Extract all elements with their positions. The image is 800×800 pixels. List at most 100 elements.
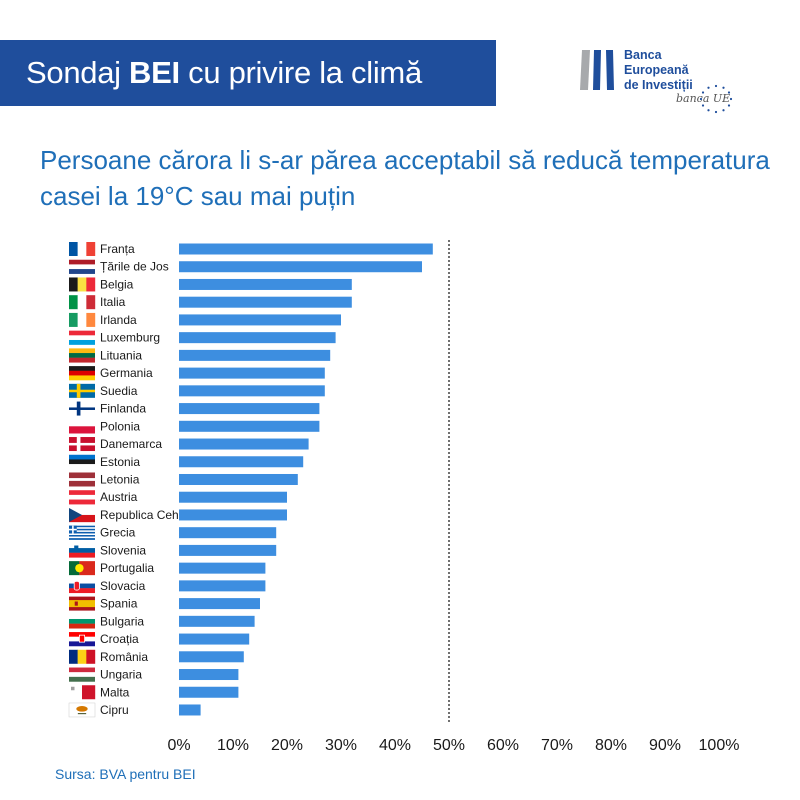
flag-france-icon [69,242,96,256]
category-label: Croația [100,632,139,646]
flag-denmark-icon [69,437,95,452]
flag-romania-icon [69,649,96,664]
bar [179,385,325,397]
category-label: Danemarca [100,437,162,451]
flag-netherlands-icon [69,259,95,274]
category-label: Polonia [100,419,140,433]
x-tick-label: 60% [487,737,519,754]
eu-stars-icon [699,84,733,114]
flag-cyprus-icon [68,702,96,718]
chart-row: Ungaria [69,667,239,682]
flag-italy-icon [69,295,96,310]
chart-row: Suedia [69,383,325,398]
flag-czech-republic-icon [69,507,95,523]
flag-lithuania-icon [69,348,95,363]
category-label: Austria [100,490,138,504]
chart-row: Portugalia [69,561,266,576]
flag-sweden-icon [69,383,95,398]
chart-row: Grecia [69,525,277,540]
chart-row: Irlanda [69,312,341,327]
category-label: Luxemburg [100,331,160,345]
flag-finland-icon [69,401,95,416]
page-title: Sondaj BEI cu privire la climă [26,55,422,90]
bar [179,615,255,627]
x-tick-label: 30% [325,737,357,754]
bar [179,438,309,450]
bar [179,580,266,592]
category-label: Italia [100,295,126,309]
chart-row: Republica Cehă [69,507,287,523]
chart-row: Slovacia [69,578,266,594]
category-label: Letonia [100,472,140,486]
flag-slovenia-icon [69,543,95,558]
chart-row: Polonia [69,419,320,434]
x-tick-label: 40% [379,737,411,754]
chart-row: Letonia [69,472,298,487]
category-label: Malta [100,685,130,699]
chart-row: Cipru [68,702,201,718]
category-label: Ungaria [100,668,142,682]
category-label: Spania [100,597,138,611]
bar [179,598,260,610]
bar [179,686,239,698]
category-label: Irlanda [100,313,137,327]
bar [179,314,341,326]
eib-logo-icon [580,50,614,90]
chart-row: Estonia [69,454,304,469]
category-label: Estonia [100,455,140,469]
flag-latvia-icon [69,472,95,487]
category-label: Suedia [100,384,138,398]
bar [179,473,298,485]
flag-ireland-icon [69,312,96,327]
bar [179,349,331,361]
chart-row: Germania [69,366,325,381]
chart-row: România [69,649,244,664]
bar [179,562,266,574]
x-tick-label: 0% [167,737,190,754]
bar [179,527,277,539]
bar [179,278,352,290]
bar [179,633,250,645]
bar [179,243,433,255]
x-tick-label: 10% [217,737,249,754]
flag-greece-icon [69,525,95,540]
bar [179,261,422,273]
bar [179,669,239,681]
x-tick-label: 20% [271,737,303,754]
flag-spain-icon [69,596,95,611]
bar [179,544,277,556]
chart-row: Danemarca [69,437,309,452]
bar [179,332,336,344]
flag-portugal-icon [69,561,95,576]
chart-row: Bulgaria [69,614,255,629]
flag-hungary-icon [69,667,95,682]
chart-row: Spania [69,596,260,611]
x-tick-label: 50% [433,737,465,754]
flag-poland-icon [69,419,95,434]
chart-row: Slovenia [69,543,277,558]
chart-row: Franța [69,242,433,256]
category-label: Grecia [100,526,136,540]
x-tick-label: 70% [541,737,573,754]
flag-estonia-icon [69,454,95,469]
chart-row: Lituania [69,348,331,363]
flag-malta-icon [69,685,96,700]
bar [179,403,320,415]
bar [179,296,352,308]
category-label: Portugalia [100,561,154,575]
bar [179,367,325,379]
category-label: Finlanda [100,402,146,416]
flag-bulgaria-icon [69,614,95,629]
category-label: Țările de Jos [100,260,169,274]
chart-row: Finlanda [69,401,320,416]
bar [179,651,244,663]
chart-row: Malta [69,685,239,700]
flag-austria-icon [69,490,95,505]
flag-luxembourg-icon [69,330,95,345]
flag-germany-icon [69,366,95,381]
category-label: România [100,650,148,664]
chart-row: Austria [69,490,287,505]
x-tick-label: 90% [649,737,681,754]
source-note: Sursa: BVA pentru BEI [55,766,196,782]
category-label: Slovacia [100,579,146,593]
